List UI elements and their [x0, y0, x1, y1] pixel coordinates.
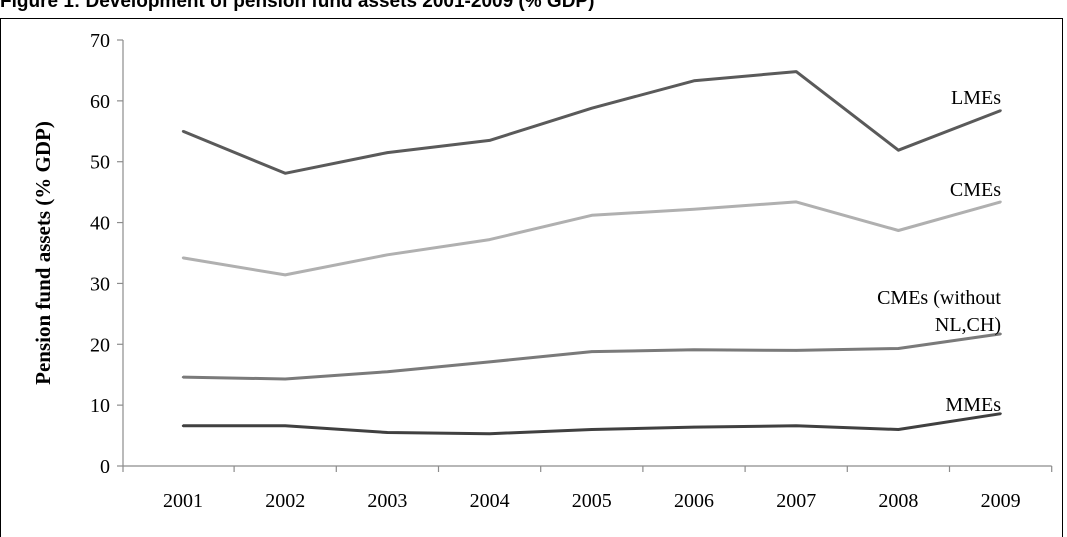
series-label-line: CMEs	[950, 179, 1001, 201]
y-tick-label: 50	[90, 152, 110, 174]
y-tick-label: 0	[100, 456, 110, 478]
series-line-mmes	[183, 412, 1001, 436]
series-label: MMEs	[945, 394, 1001, 416]
y-tick-label: 10	[90, 395, 110, 417]
x-tick-label: 2006	[674, 490, 714, 512]
data-point	[181, 424, 185, 428]
data-point	[999, 412, 1002, 415]
data-point	[897, 148, 900, 152]
series-label: CMEs	[950, 179, 1001, 201]
data-point	[795, 200, 798, 204]
data-point	[284, 377, 287, 381]
data-point	[897, 347, 900, 350]
y-tick-label: 60	[90, 91, 110, 113]
data-point	[795, 424, 798, 428]
data-point	[488, 139, 491, 142]
x-tick-label: 2009	[981, 490, 1021, 512]
series-label: LMEs	[951, 87, 1001, 109]
data-point	[692, 207, 696, 211]
x-tick-label: 2004	[470, 490, 510, 512]
axes: 0 10 20 30 40 50 60 70 2001 2002 2003 2004 2005 2006 2…	[31, 30, 1053, 512]
data-point	[284, 424, 287, 428]
series-label: CMEs (without NL,CH)	[877, 287, 1001, 336]
data-point	[181, 375, 185, 379]
data-point	[795, 349, 798, 352]
data-point	[692, 425, 696, 429]
series-label-line: LMEs	[951, 87, 1001, 109]
data-point	[386, 370, 389, 373]
data-point	[386, 431, 389, 434]
x-tick-label: 2005	[572, 490, 612, 512]
data-point	[488, 360, 491, 364]
y-tick-label: 70	[90, 30, 110, 52]
series-label-line: CMEs (without	[877, 287, 1001, 309]
chart-frame	[0, 18, 1063, 537]
data-point	[590, 106, 593, 110]
y-tick-label: 30	[90, 273, 110, 295]
data-point	[590, 350, 593, 353]
data-point	[590, 214, 593, 217]
x-tick-label: 2007	[776, 490, 816, 512]
data-point	[999, 109, 1002, 112]
data-point	[795, 70, 798, 73]
data-point	[181, 130, 185, 133]
data-point	[897, 428, 900, 431]
data-point	[181, 256, 185, 260]
y-tick-label: 40	[90, 213, 110, 235]
data-point	[488, 432, 491, 435]
series-label-line: NL,CH)	[935, 314, 1001, 336]
x-tick-label: 2001	[163, 490, 203, 512]
data-point	[488, 238, 491, 241]
data-point	[999, 332, 1002, 336]
data-point	[999, 200, 1002, 204]
y-tick-label: 20	[90, 334, 110, 356]
series-line-cmes-without-nl-ch	[182, 332, 1001, 381]
x-tick-label: 2002	[265, 490, 305, 512]
data-point	[386, 253, 389, 257]
x-tick-label: 2003	[367, 490, 407, 512]
series-label-line: MMEs	[945, 394, 1001, 416]
data-point	[590, 428, 593, 431]
series-labels: LMEs CMEs CMEs (without NL,CH) MMEs	[877, 87, 1001, 416]
data-point	[692, 79, 696, 82]
figure-title: Figure 1: Development of pension fund as…	[0, 0, 595, 12]
data-point	[692, 348, 696, 351]
data-point	[386, 151, 389, 154]
x-tick-label: 2008	[878, 490, 918, 512]
y-axis-title: Pension fund assets (% GDP)	[31, 121, 55, 385]
data-point	[897, 229, 900, 232]
data-point	[284, 172, 287, 175]
series-line-lmes	[182, 70, 1002, 175]
series-line-cmes	[182, 200, 1002, 277]
series-lines	[181, 70, 1002, 436]
data-point	[284, 273, 287, 277]
